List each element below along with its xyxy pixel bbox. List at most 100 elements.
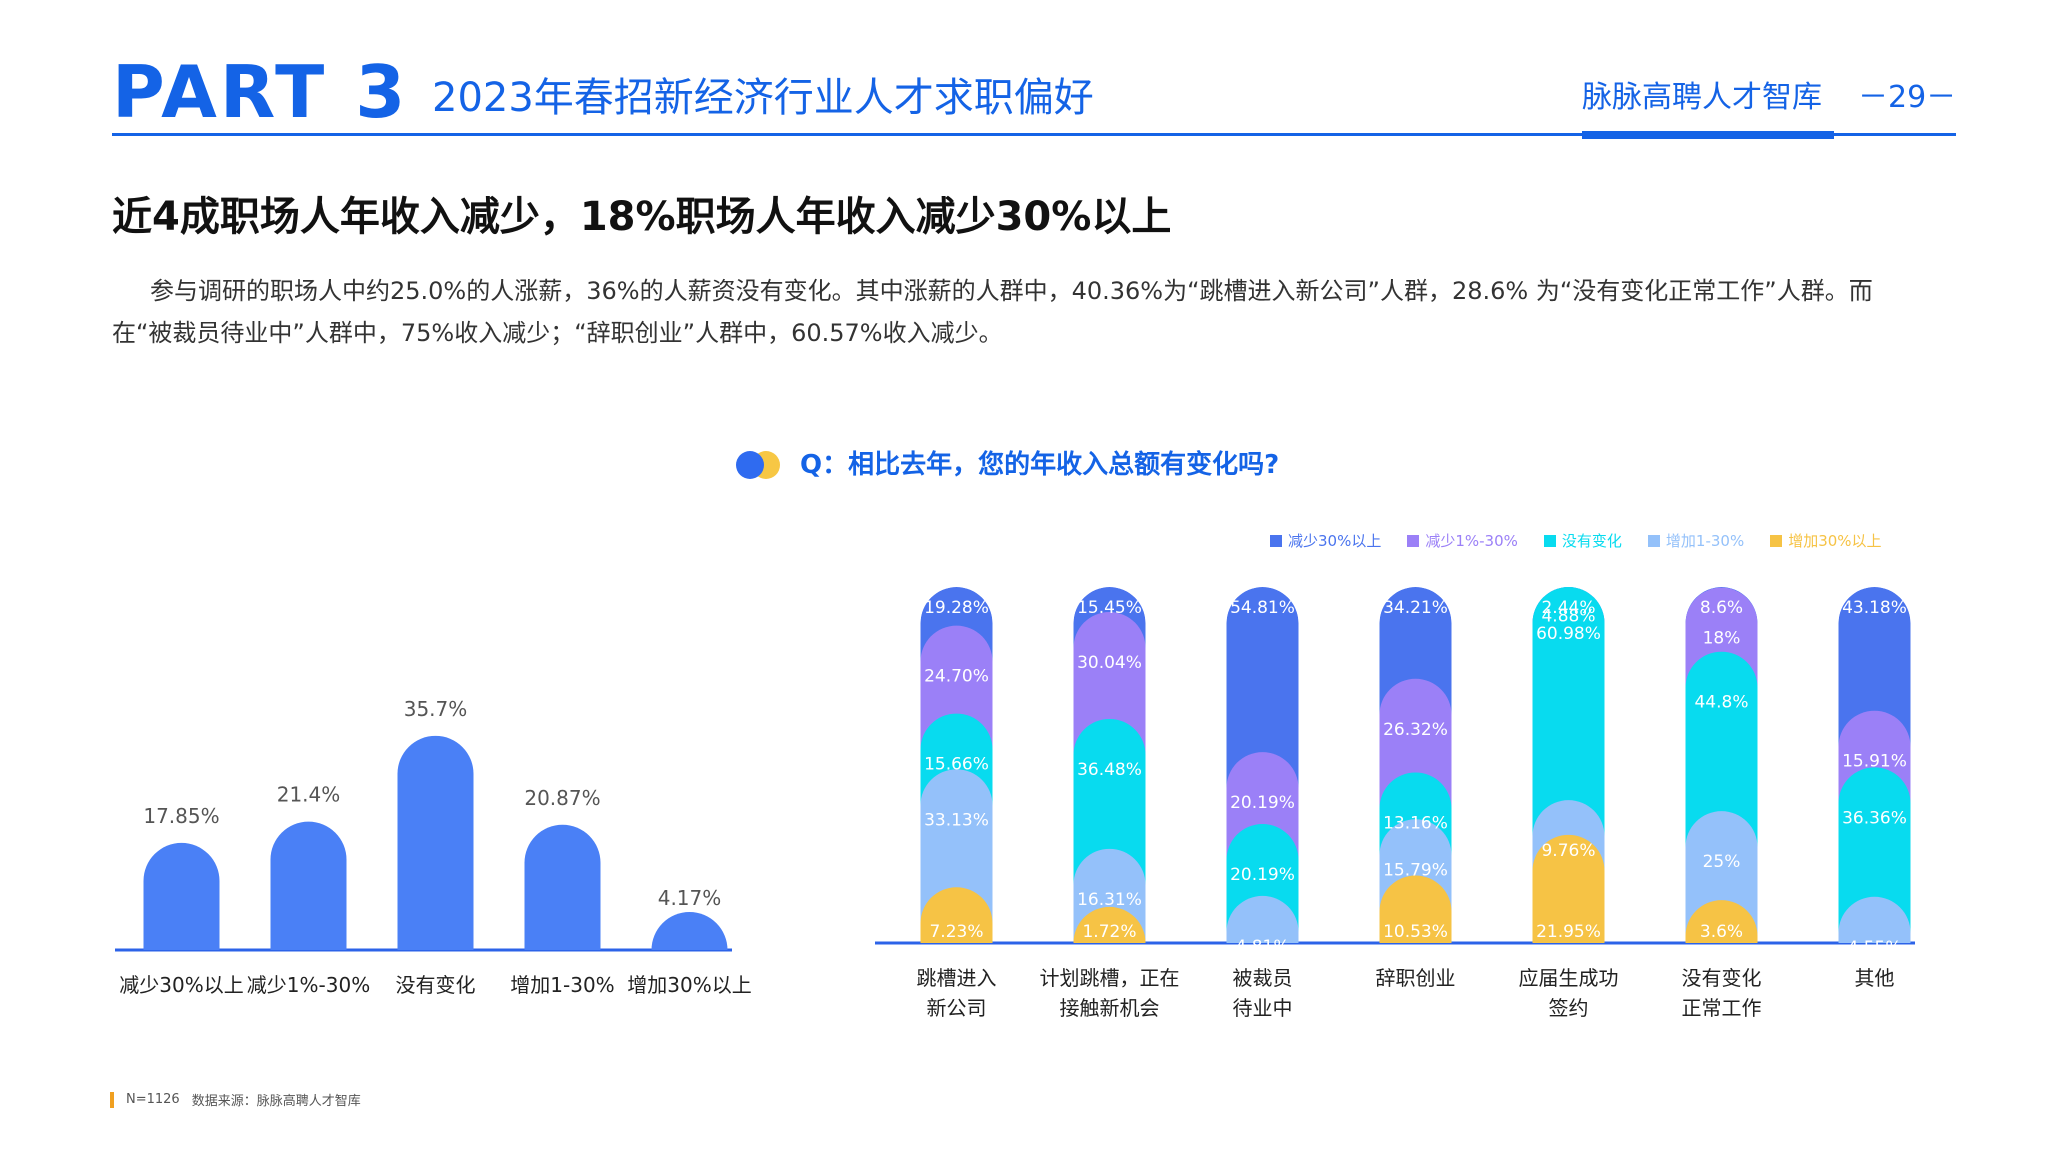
right-category-label: 被裁员 <box>1233 966 1293 990</box>
right-category-label: 应届生成功 <box>1519 966 1619 990</box>
stacked-segment <box>1226 895 1299 943</box>
legend-label: 增加30%以上 <box>1788 532 1882 550</box>
stacked-segment-label: 8.6% <box>1700 598 1743 618</box>
left-category-label: 增加1-30% <box>510 973 614 997</box>
stacked-segment-label: 21.95% <box>1536 922 1601 942</box>
left-category-label: 增加30%以上 <box>627 973 751 997</box>
stacked-segment-label: 1.72% <box>1082 922 1136 942</box>
stacked-bar <box>1226 587 1299 943</box>
stacked-segment-label: 24.70% <box>924 667 989 687</box>
left-category-label: 减少1%-30% <box>247 973 370 997</box>
stacked-segment <box>1838 767 1911 943</box>
left-category-label: 减少30%以上 <box>119 973 243 997</box>
legend-swatch <box>1770 534 1783 547</box>
legend-label: 减少30%以上 <box>1288 532 1382 550</box>
stacked-segment-label: 4.88% <box>1541 607 1595 627</box>
stacked-segment-label: 16.31% <box>1077 890 1142 910</box>
page-title: 2023年春招新经济行业人才求职偏好 <box>432 75 1094 121</box>
stacked-bar <box>1838 587 1911 943</box>
legend-swatch <box>1270 534 1282 547</box>
stacked-segment-label: 19.28% <box>924 598 989 618</box>
stacked-segment-label: 4.55% <box>1847 938 1901 958</box>
right-category-label: 计划跳槽，正在 <box>1040 966 1180 990</box>
question-text: Q：相比去年，您的年收入总额有变化吗? <box>800 450 1280 480</box>
stacked-segment-label: 54.81% <box>1230 598 1295 618</box>
body-paragraph: 参与调研的职场人中约25.0%的人涨薪，36%的人薪资没有变化。其中涨薪的人群中… <box>112 277 1873 347</box>
stacked-segment-label: 4.81% <box>1235 937 1289 957</box>
income-change-by-status-stacked-chart: 7.23% 33.13% 15.66% 24.70% 19.28% 跳槽进入新公司 1.72… <box>875 587 1915 1020</box>
part-label: PART 3 <box>112 50 409 134</box>
footer-source: 数据来源：脉脉高聘人才智库 <box>191 1094 361 1109</box>
left-bar-value-label: 35.7% <box>404 697 468 721</box>
stacked-segment <box>1379 875 1452 943</box>
stacked-segment-label: 9.76% <box>1541 841 1595 861</box>
stacked-segment-label: 2.44% <box>1541 598 1595 618</box>
right-category-label: 新公司 <box>927 996 987 1020</box>
legend-item: 增加30%以上 <box>1770 530 1882 551</box>
stacked-segment-label: 36.36% <box>1842 808 1907 828</box>
stacked-segment-label: 36.48% <box>1077 760 1142 780</box>
headline: 近4成职场人年收入减少，18%职场人年收入减少30%以上 <box>112 194 1172 240</box>
left-category-label: 没有变化 <box>396 973 476 997</box>
brand-name: 脉脉高聘人才智库 <box>1582 80 1822 115</box>
left-bar-value-label: 4.17% <box>658 886 722 910</box>
stacked-segment-label: 43.18% <box>1842 598 1907 618</box>
stacked-segment-label: 33.13% <box>924 810 989 830</box>
stacked-bar <box>1379 587 1452 943</box>
footer-accent-bar <box>110 1091 114 1108</box>
legend-swatch <box>1543 534 1556 547</box>
legend-swatch <box>1647 534 1660 547</box>
stacked-bar <box>920 587 993 943</box>
stacked-segment-label: 15.91% <box>1842 752 1907 772</box>
stacked-segment-label: 3.6% <box>1700 922 1743 942</box>
right-category-label: 辞职创业 <box>1376 966 1456 990</box>
stacked-segment-label: 26.32% <box>1383 720 1448 740</box>
left-bar-value-label: 17.85% <box>143 804 219 828</box>
legend-swatch <box>1407 534 1420 547</box>
right-category-label: 其他 <box>1855 966 1895 990</box>
right-category-label: 跳槽进入 <box>917 966 997 990</box>
left-bar <box>270 821 347 950</box>
right-category-label: 没有变化 <box>1682 966 1762 990</box>
stacked-bar <box>1532 587 1605 943</box>
stacked-segment-label: 15.79% <box>1383 860 1448 880</box>
left-bar <box>397 735 474 950</box>
left-bar <box>524 824 601 950</box>
stacked-segment-label: 44.8% <box>1694 693 1748 713</box>
right-category-label: 签约 <box>1549 996 1589 1020</box>
legend-item: 增加1-30% <box>1647 530 1744 551</box>
question-dot-blue-icon <box>736 451 764 479</box>
header-divider <box>112 133 1956 136</box>
page-number: －29－ <box>1858 80 1957 115</box>
footer: N=1126 数据来源：脉脉高聘人才智库 <box>110 1090 361 1109</box>
stacked-bar <box>1073 587 1146 943</box>
stacked-segment-label: 20.19% <box>1230 793 1295 813</box>
stacked-segment <box>1073 906 1146 943</box>
right-category-label: 接触新机会 <box>1060 996 1160 1020</box>
stacked-chart-legend: 减少30%以上 减少1%-30% 没有变化 增加1-30% 增加30%以上 <box>1270 530 1882 551</box>
stacked-segment-label: 13.16% <box>1383 813 1448 833</box>
stacked-segment-label: 18% <box>1703 629 1741 649</box>
legend-item: 减少30%以上 <box>1270 530 1381 551</box>
legend-item: 没有变化 <box>1543 530 1622 551</box>
stacked-segment-label: 25% <box>1703 852 1741 872</box>
stacked-segment-label: 7.23% <box>929 922 983 942</box>
legend-label: 减少1%-30% <box>1425 532 1518 550</box>
stacked-segment-label: 20.19% <box>1230 865 1295 885</box>
stacked-segment-label: 10.53% <box>1383 922 1448 942</box>
stacked-segment <box>1685 900 1758 943</box>
right-category-label: 正常工作 <box>1682 996 1762 1020</box>
left-bar-value-label: 20.87% <box>524 786 600 810</box>
stacked-segment-label: 30.04% <box>1077 653 1142 673</box>
stacked-segment-label: 15.66% <box>924 755 989 775</box>
stacked-segment-label: 60.98% <box>1536 624 1601 644</box>
legend-item: 减少1%-30% <box>1407 530 1518 551</box>
left-bar-value-label: 21.4% <box>277 783 341 807</box>
footer-sample-size: N=1126 <box>126 1092 180 1107</box>
legend-label: 没有变化 <box>1561 532 1622 550</box>
header-accent-bar <box>1582 131 1834 139</box>
stacked-segment-label: 34.21% <box>1383 598 1448 618</box>
stacked-segment <box>920 887 993 943</box>
right-category-label: 待业中 <box>1233 996 1293 1020</box>
stacked-segment <box>1838 896 1911 943</box>
